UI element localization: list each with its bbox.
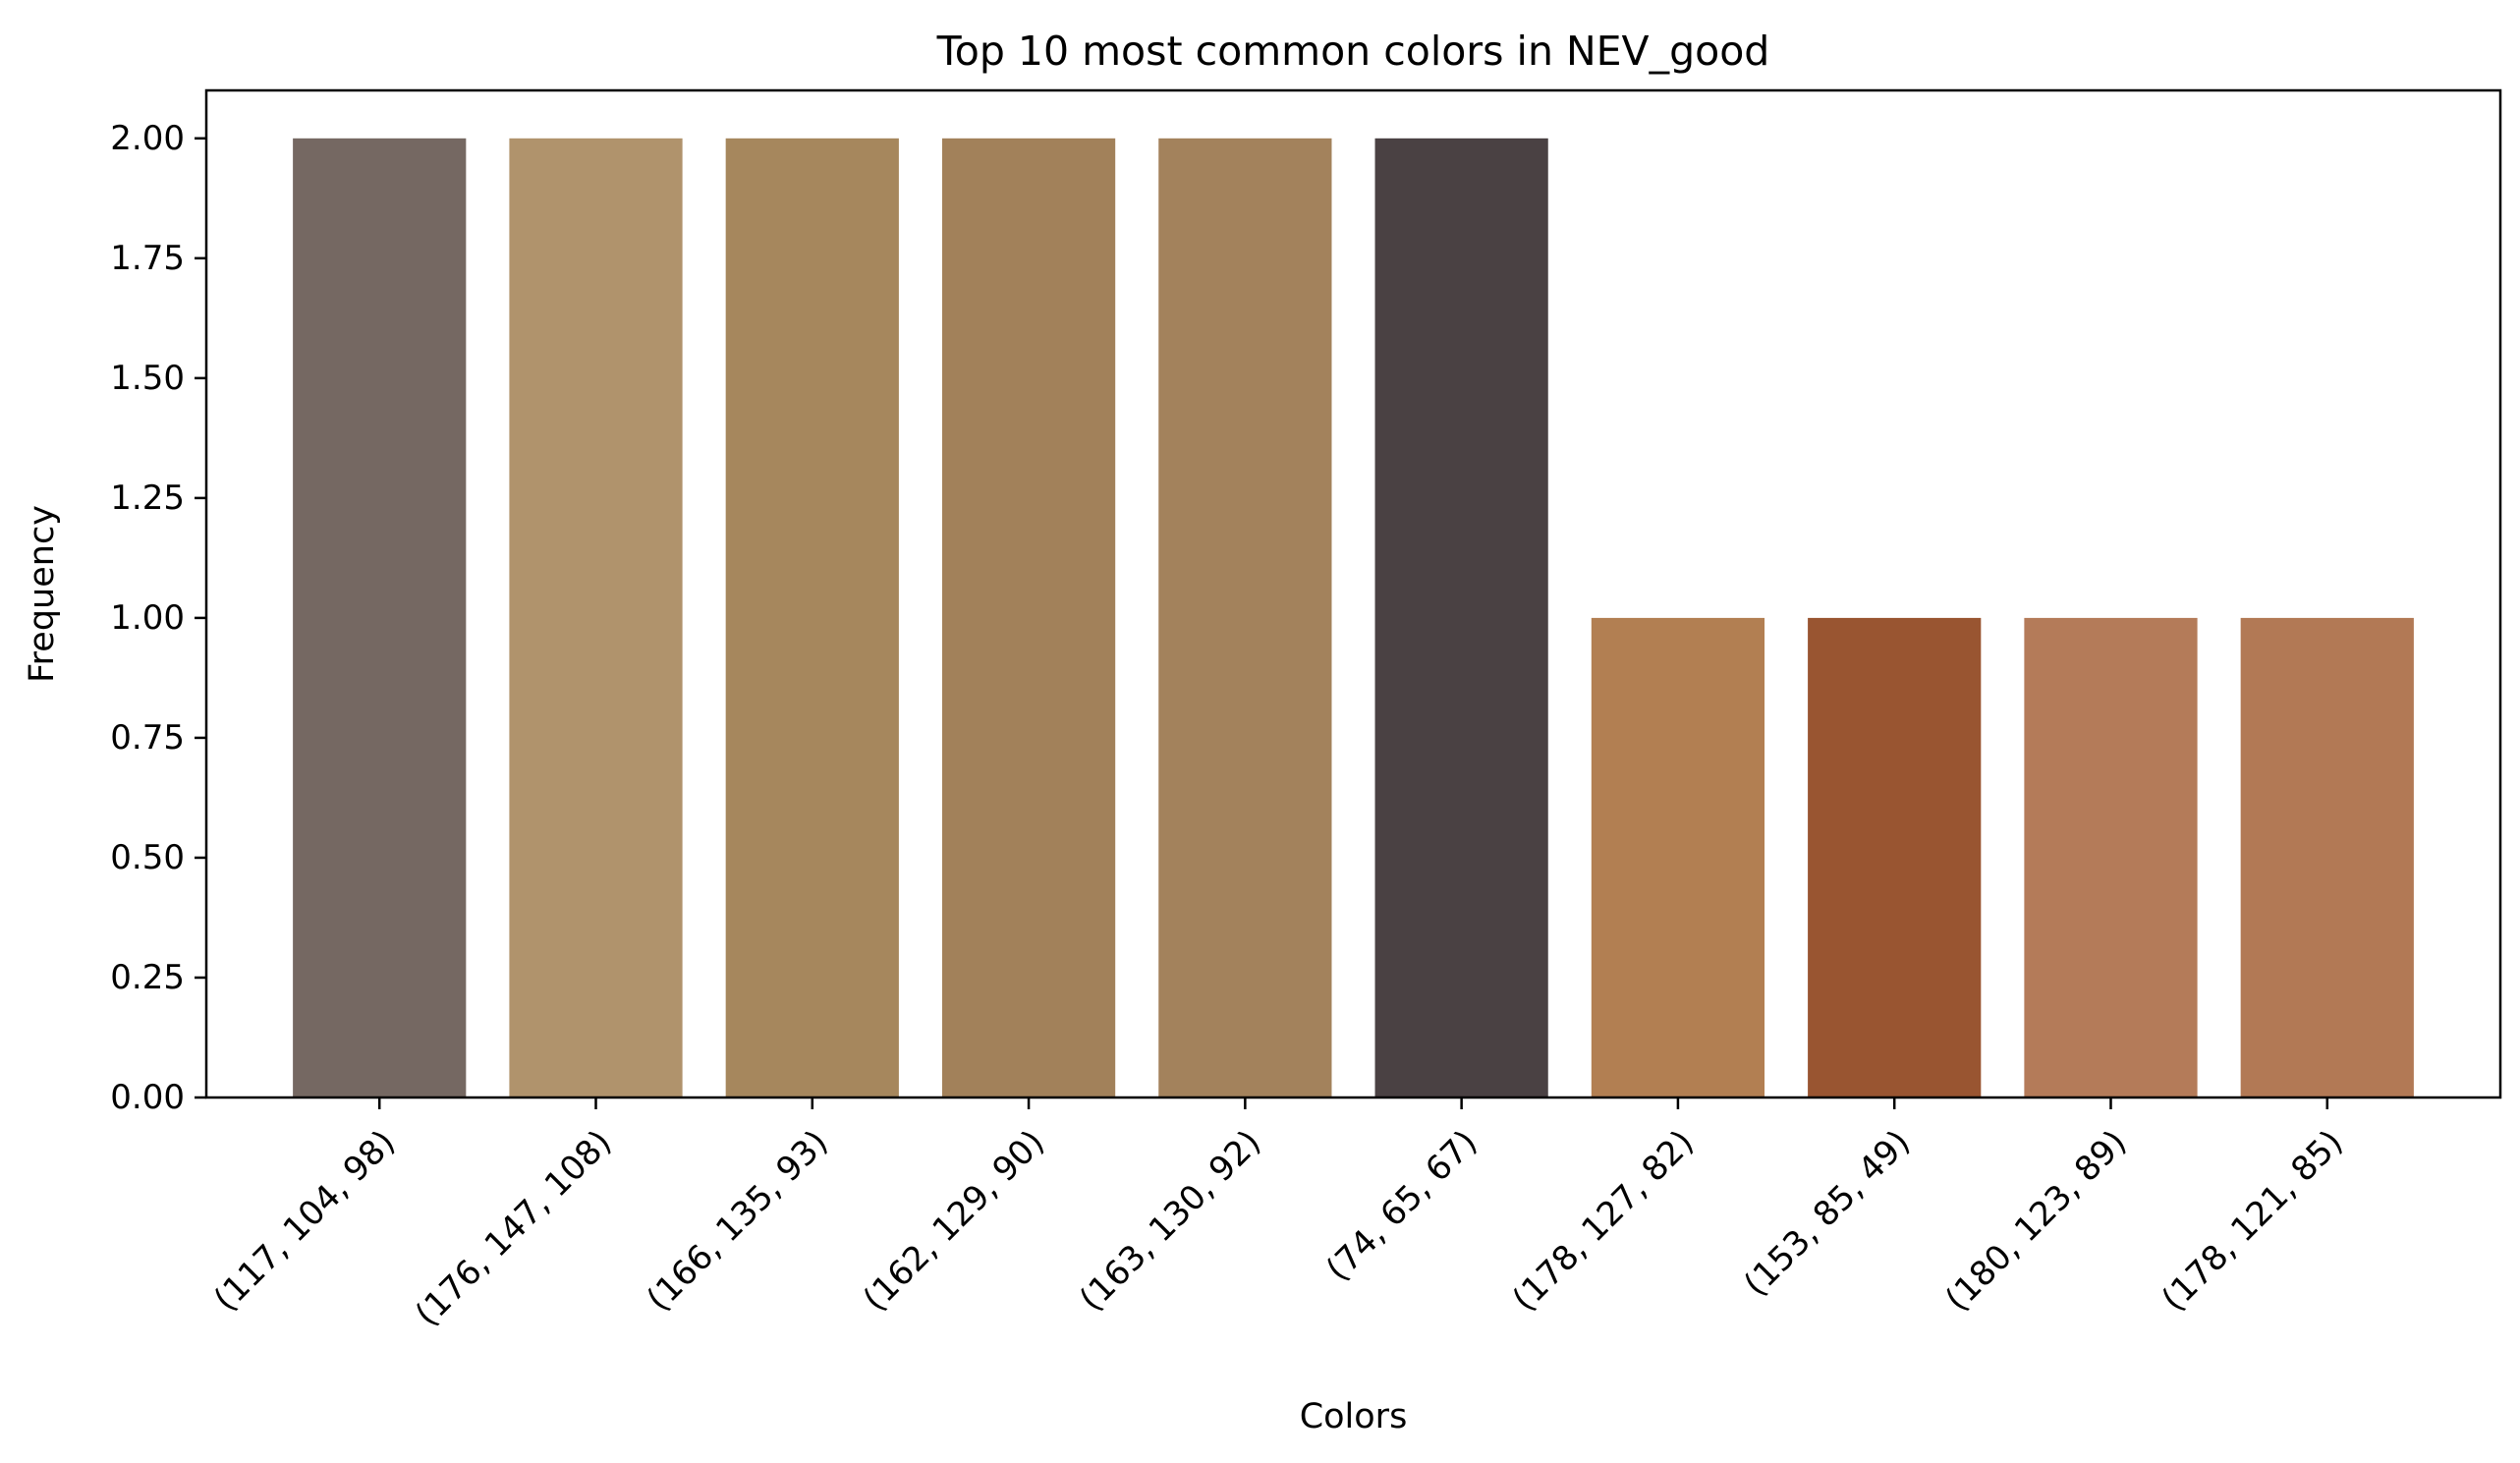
x-tick-label: (74, 65, 67)	[1318, 1123, 1484, 1289]
bar	[293, 138, 467, 1098]
bars-group	[293, 138, 2414, 1098]
bar	[2024, 617, 2198, 1097]
x-tick-label: (153, 85, 49)	[1736, 1123, 1918, 1305]
x-tick-label: (166, 135, 93)	[640, 1123, 836, 1320]
x-axis-ticks: (117, 104, 98) (176, 147, 108) (166, 135, …	[206, 1097, 2351, 1334]
bar	[509, 138, 683, 1098]
y-tick-label: 1.75	[110, 239, 185, 278]
chart-title: Top 10 most common colors in NEV_good	[936, 28, 1770, 75]
y-tick-label: 0.00	[110, 1078, 185, 1117]
y-tick-label: 0.25	[110, 958, 185, 997]
x-tick-label: (162, 129, 90)	[856, 1123, 1052, 1320]
bar	[2240, 617, 2414, 1097]
y-tick-label: 1.25	[110, 478, 185, 518]
bar	[1374, 138, 1548, 1098]
bar	[725, 138, 899, 1098]
x-tick-label: (117, 104, 98)	[206, 1123, 403, 1320]
bar	[1808, 617, 1982, 1097]
x-tick-label: (180, 123, 89)	[1937, 1123, 2134, 1320]
x-tick-label: (178, 121, 85)	[2155, 1123, 2351, 1320]
plot-area-frame	[204, 88, 2502, 1099]
x-tick-label: (176, 147, 108)	[408, 1123, 619, 1334]
bar	[941, 138, 1116, 1098]
y-tick-label: 0.75	[110, 718, 185, 758]
x-tick-label: (163, 130, 92)	[1072, 1123, 1268, 1320]
y-tick-label: 1.50	[110, 359, 185, 398]
bar	[1158, 138, 1332, 1098]
y-tick-label: 0.50	[110, 838, 185, 877]
x-axis-label: Colors	[1300, 1397, 1408, 1436]
y-tick-label: 2.00	[110, 119, 185, 158]
bar	[1591, 617, 1765, 1097]
y-tick-label: 1.00	[110, 598, 185, 638]
x-tick-label: (178, 127, 82)	[1505, 1123, 1702, 1320]
y-axis-label: Frequency	[23, 505, 62, 683]
y-axis-ticks: 0.00 0.25 0.50 0.75 1.00 1.25 1.50 1.75 2.00	[110, 119, 206, 1117]
